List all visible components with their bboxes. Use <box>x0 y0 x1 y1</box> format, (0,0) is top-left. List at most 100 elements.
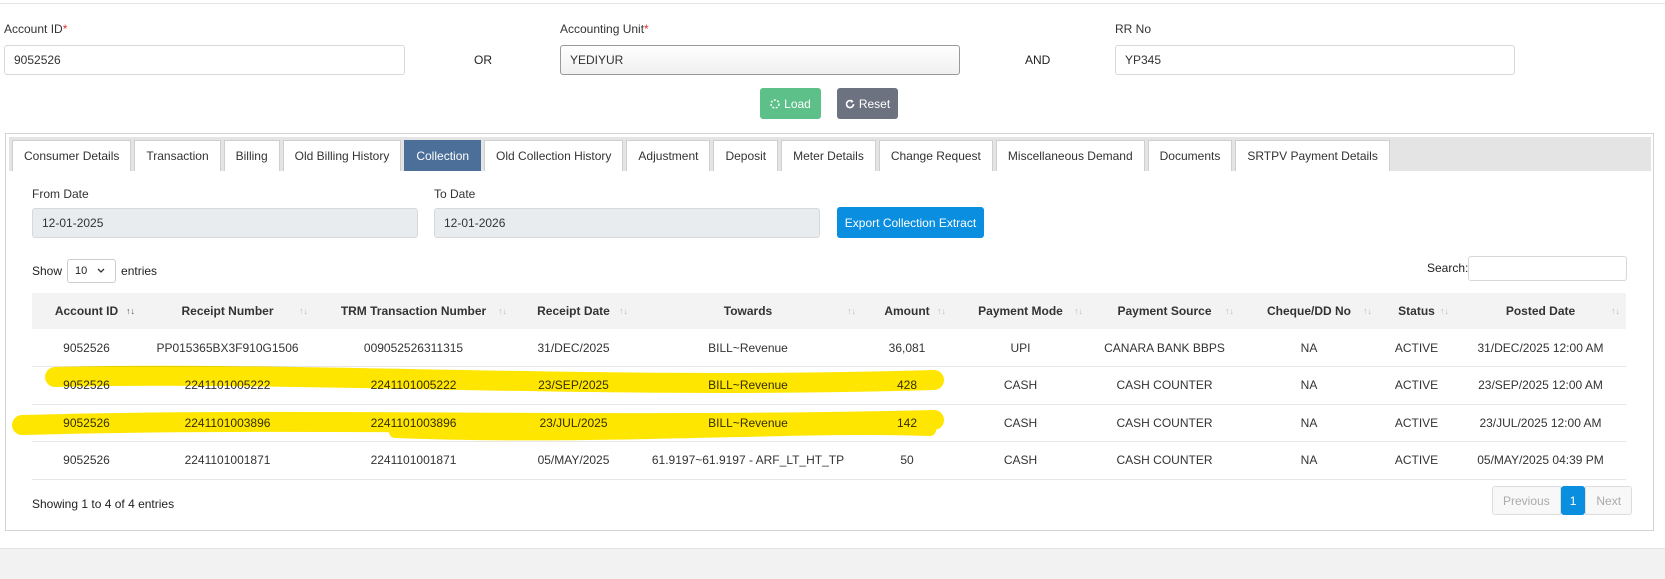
table-cell: 31/DEC/2025 12:00 AM <box>1455 329 1626 367</box>
tab[interactable]: Change Request <box>878 140 993 171</box>
table-cell: 9052526 <box>32 441 141 480</box>
column-header[interactable]: TRM Transaction Number <box>314 293 513 329</box>
table-cell: NA <box>1240 366 1378 405</box>
table-cell: CASH COUNTER <box>1089 441 1240 480</box>
table-cell: BILL~Revenue <box>634 366 862 405</box>
table-info: Showing 1 to 4 of 4 entries <box>32 497 175 511</box>
tab[interactable]: Adjustment <box>626 140 711 171</box>
refresh-icon <box>845 99 855 108</box>
length-select[interactable]: 10 <box>67 259 117 283</box>
from-date-label: From Date <box>32 187 89 201</box>
required-mark: * <box>644 22 649 36</box>
spinner-icon <box>770 98 780 109</box>
tab[interactable]: Billing <box>223 140 280 171</box>
table-cell: 142 <box>862 404 952 442</box>
load-button[interactable]: Load <box>760 88 821 119</box>
table-cell: 61.9197~61.9197 - ARF_LT_HT_TP <box>634 441 862 480</box>
tab[interactable]: SRTPV Payment Details <box>1235 140 1390 171</box>
table-cell: ACTIVE <box>1378 366 1455 405</box>
length-menu: Show 10 entries <box>32 259 157 283</box>
table-row: 9052526 2241101003896 2241101003896 23/JUL/… <box>32 404 1626 442</box>
table-cell: 9052526 <box>32 366 141 405</box>
account-id-label: Account ID* <box>4 22 67 36</box>
input-value: 12-01-2026 <box>444 216 506 230</box>
accounting-unit-label: Accounting Unit* <box>560 22 649 36</box>
label-text: Account ID <box>4 22 63 36</box>
table-cell: ACTIVE <box>1378 404 1455 442</box>
column-header[interactable]: Receipt Date <box>513 293 634 329</box>
and-text: AND <box>1025 53 1051 67</box>
table-cell: CASH COUNTER <box>1089 366 1240 405</box>
or-text: OR <box>474 53 492 67</box>
from-date-input[interactable]: 12-01-2025 <box>32 208 418 238</box>
table-cell: 2241101003896 <box>314 404 513 442</box>
table-cell: 50 <box>862 441 952 480</box>
table-cell: NA <box>1240 441 1378 480</box>
tab-panel <box>5 133 1654 531</box>
table-body: 9052526 PP015365BX3F910G1506 0090525263113… <box>32 329 1626 480</box>
input-value: YP345 <box>1125 53 1162 67</box>
column-header[interactable]: Towards <box>634 293 862 329</box>
column-header[interactable]: Payment Mode <box>952 293 1089 329</box>
tab[interactable]: Miscellaneous Demand <box>995 140 1145 171</box>
show-text: Show <box>32 264 63 278</box>
table-cell: 36,081 <box>862 329 952 367</box>
table-cell: PP015365BX3F910G1506 <box>141 329 314 367</box>
search-label: Search: <box>1427 261 1469 275</box>
top-bar <box>0 0 1665 4</box>
column-header[interactable]: Cheque/DD No <box>1240 293 1378 329</box>
previous-button[interactable]: Previous <box>1492 486 1561 515</box>
chevron-icon <box>97 268 105 273</box>
export-button[interactable]: Export Collection Extract <box>837 207 984 238</box>
tab[interactable]: Documents <box>1147 140 1233 171</box>
table-cell: ACTIVE <box>1378 329 1455 367</box>
accounting-unit-select[interactable]: YEDIYUR <box>560 45 960 75</box>
rr-no-input[interactable]: YP345 <box>1115 45 1515 75</box>
rr-no-label: RR No <box>1115 22 1152 36</box>
label-text: Accounting Unit <box>560 22 645 36</box>
table-cell: CASH <box>952 441 1089 480</box>
tab[interactable]: Old Billing History <box>282 140 402 171</box>
reset-button[interactable]: Reset <box>837 88 898 119</box>
tab[interactable]: Consumer Details <box>12 140 132 171</box>
tab[interactable]: Old Collection History <box>484 140 624 171</box>
table-row: 9052526 2241101005222 2241101005222 23/SEP/… <box>32 366 1626 405</box>
table-cell: BILL~Revenue <box>634 329 862 367</box>
column-header[interactable]: Posted Date <box>1455 293 1626 329</box>
column-header[interactable]: Status <box>1378 293 1455 329</box>
table-cell: 23/SEP/2025 12:00 AM <box>1455 366 1626 405</box>
tab[interactable]: Transaction <box>134 140 221 171</box>
table-cell: 2241101005222 <box>141 366 314 405</box>
table-cell: 428 <box>862 366 952 405</box>
table-cell: 23/SEP/2025 <box>513 366 634 405</box>
table-cell: NA <box>1240 404 1378 442</box>
table-cell: 23/JUL/2025 12:00 AM <box>1455 404 1626 442</box>
next-button[interactable]: Next <box>1585 486 1633 515</box>
tab[interactable]: Collection <box>404 140 482 171</box>
page-button[interactable]: 1 <box>1560 486 1586 515</box>
table-cell: BILL~Revenue <box>634 404 862 442</box>
table-cell: 9052526 <box>32 404 141 442</box>
tab[interactable]: Deposit <box>713 140 779 171</box>
table-cell: 23/JUL/2025 <box>513 404 634 442</box>
button-text: Load <box>784 96 811 111</box>
to-date-label: To Date <box>434 187 476 201</box>
footer-area <box>0 548 1665 579</box>
column-header[interactable]: Receipt Number <box>141 293 314 329</box>
tab[interactable]: Meter Details <box>781 140 876 171</box>
pagination: Previous 1 Next <box>1492 486 1633 515</box>
account-id-input[interactable]: 9052526 <box>4 45 405 75</box>
header-row: Account IDReceipt NumberTRM Transaction … <box>32 293 1626 329</box>
to-date-input[interactable]: 12-01-2026 <box>434 208 820 238</box>
table-cell: ACTIVE <box>1378 441 1455 480</box>
table-cell: 2241101001871 <box>141 441 314 480</box>
column-header[interactable]: Account ID <box>32 293 141 329</box>
table-cell: CASH COUNTER <box>1089 404 1240 442</box>
column-header[interactable]: Amount <box>862 293 952 329</box>
table-cell: CASH <box>952 404 1089 442</box>
tab-bar: Consumer Details Transaction Billing Old Bi… <box>9 137 1651 171</box>
table-cell: 9052526 <box>32 329 141 367</box>
search-input[interactable] <box>1468 256 1627 281</box>
column-header[interactable]: Payment Source <box>1089 293 1240 329</box>
table-cell: 2241101003896 <box>141 404 314 442</box>
